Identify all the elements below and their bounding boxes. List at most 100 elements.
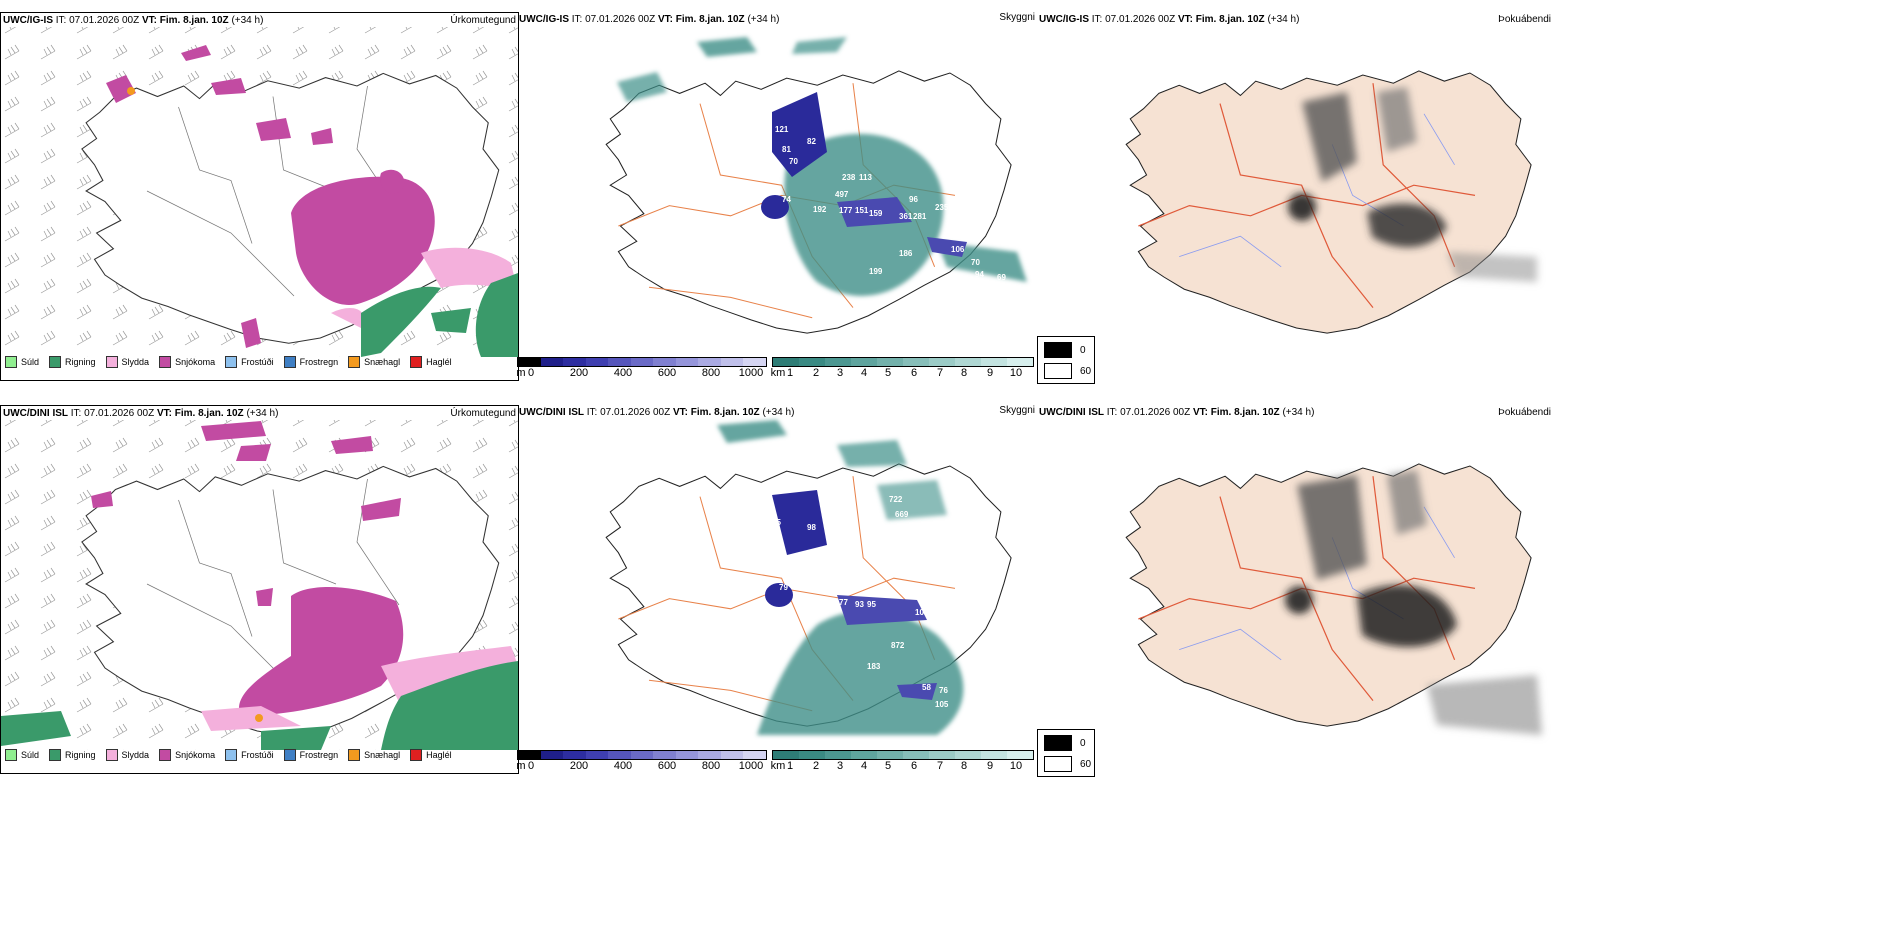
tick: 7 (936, 760, 944, 772)
tick: 3 (836, 367, 844, 379)
product-type: Úrkomutegund (450, 15, 516, 26)
ceiling-label: 101 (915, 608, 929, 617)
ceiling-label: 151 (855, 206, 869, 215)
it-label: IT: (1106, 407, 1118, 418)
ceiling-label: 76 (907, 588, 916, 597)
tick: 6 (910, 367, 918, 379)
ceiling-color-block (630, 358, 654, 366)
panel-header: UWC/IG-IS IT: 07.01.2026 00Z VT: Fim. 8.… (519, 14, 779, 25)
legend-item-snow: Snjókoma (159, 356, 215, 368)
vt-label: VT: (672, 407, 688, 418)
ceiling-color-block (518, 751, 541, 759)
tick: 600 (657, 760, 677, 772)
tick: 600 (657, 367, 677, 379)
fog-shading (1288, 87, 1537, 282)
tick: 9 (986, 367, 994, 379)
product-type: Skyggni (999, 12, 1035, 23)
legend-item-freezing-drizzle: Frostúði (225, 749, 274, 761)
legend-item-snow: Snjókoma (159, 749, 215, 761)
visibility-map[interactable]: 95 98 79 363 114 77 93 95 76 101 872 722… (517, 405, 1037, 745)
ceiling-color-block (698, 358, 721, 366)
ceiling-label: 76 (939, 686, 948, 695)
precip-legend: Súld Rigning Slydda Snjókoma Frostúði Fr… (5, 749, 452, 761)
init-time: 07.01.2026 00Z (69, 15, 140, 26)
ceiling-label: 70 (971, 258, 980, 267)
vis-color-block (929, 751, 955, 759)
valid-time: Fim. 8.jan. 10Z (675, 14, 745, 25)
tick: 5 (884, 367, 892, 379)
fog-legend-row1: 0 60 (1037, 336, 1095, 384)
ceiling-label: 163 (999, 683, 1013, 692)
vis-color-block (929, 358, 955, 366)
ceiling-label: 121 (775, 125, 789, 134)
ceiling-unit: m (516, 367, 526, 379)
init-time: 07.01.2026 00Z (84, 408, 155, 419)
fog-map[interactable] (1037, 12, 1557, 379)
lead-time: (+34 h) (1282, 407, 1315, 418)
vis-color-block (1007, 751, 1033, 759)
ceiling-label: 58 (922, 683, 931, 692)
ceiling-label: 106 (951, 245, 965, 254)
ceiling-label: 69 (997, 273, 1006, 282)
vt-label: VT: (156, 408, 172, 419)
ceiling-unit: m (516, 760, 526, 772)
panel-header: UWC/DINI ISL IT: 07.01.2026 00Z VT: Fim.… (1039, 407, 1314, 418)
ceiling-colorbar-row1: m 0 200 400 600 800 1000 (516, 357, 767, 379)
visibility-map[interactable]: 121 81 70 82 238 113 497 192 177 151 159… (517, 12, 1037, 352)
ceiling-label: 96 (909, 195, 918, 204)
ceiling-color-block (608, 358, 631, 366)
vis-color-block (825, 358, 851, 366)
vis-color-block (799, 751, 825, 759)
legend-item-hail: Haglél (410, 749, 452, 761)
ceiling-label: 113 (859, 173, 872, 182)
vis-color-block (903, 751, 929, 759)
tick: 10 (1009, 760, 1023, 772)
tick: 800 (701, 760, 721, 772)
tick: 3 (836, 760, 844, 772)
fog-map[interactable] (1037, 405, 1557, 772)
model-name: UWC/DINI ISL (3, 408, 68, 419)
ceiling-label: 70 (789, 157, 798, 166)
vis-color-block (851, 751, 877, 759)
init-time: 07.01.2026 00Z (600, 407, 671, 418)
precip-map[interactable] (1, 406, 518, 773)
model-name: UWC/DINI ISL (1039, 407, 1104, 418)
ceiling-label: 95 (867, 600, 876, 609)
fog-panel-row2: UWC/DINI ISL IT: 07.01.2026 00Z VT: Fim.… (1037, 405, 1557, 772)
vis-color-block (1007, 358, 1033, 366)
tick: 1 (786, 760, 794, 772)
ceiling-label: 77 (839, 598, 848, 607)
tick: 10 (1009, 367, 1023, 379)
vt-label: VT: (1192, 407, 1208, 418)
precip-map[interactable] (1, 13, 518, 380)
hail-spot (127, 87, 135, 95)
ceiling-label: 159 (869, 209, 883, 218)
tick: 4 (860, 760, 868, 772)
vis-color-block (981, 358, 1007, 366)
model-name: UWC/DINI ISL (519, 407, 584, 418)
legend-item-rain: Rigning (49, 749, 96, 761)
ceiling-color-block (653, 358, 676, 366)
legend-item-snow-pellets: Snæhagl (348, 356, 400, 368)
tick: 1000 (738, 367, 764, 379)
lead-time: (+34 h) (246, 408, 279, 419)
low-ceiling-areas (761, 92, 967, 257)
tick: 400 (613, 760, 633, 772)
vis-color-block (903, 358, 929, 366)
legend-item-freezing-rain: Frostregn (283, 749, 338, 761)
valid-time: Fim. 8.jan. 10Z (1195, 14, 1265, 25)
fog-legend-value: 0 (1080, 344, 1086, 356)
it-label: IT: (55, 15, 67, 26)
rain-areas (361, 273, 518, 357)
ceiling-colorbar-blocks (517, 357, 767, 367)
ceiling-label: 81 (782, 145, 791, 154)
ceiling-color-block (563, 358, 586, 366)
ceiling-color-block (675, 358, 699, 366)
fog-legend-row2: 0 60 (1037, 729, 1095, 777)
legend-item-sleet: Slydda (105, 749, 149, 761)
tick: 8 (960, 760, 968, 772)
ceiling-label: 235 (935, 203, 949, 212)
iceland-outline (605, 70, 1012, 334)
init-time: 07.01.2026 00Z (1105, 14, 1176, 25)
ceiling-color-block (608, 751, 631, 759)
